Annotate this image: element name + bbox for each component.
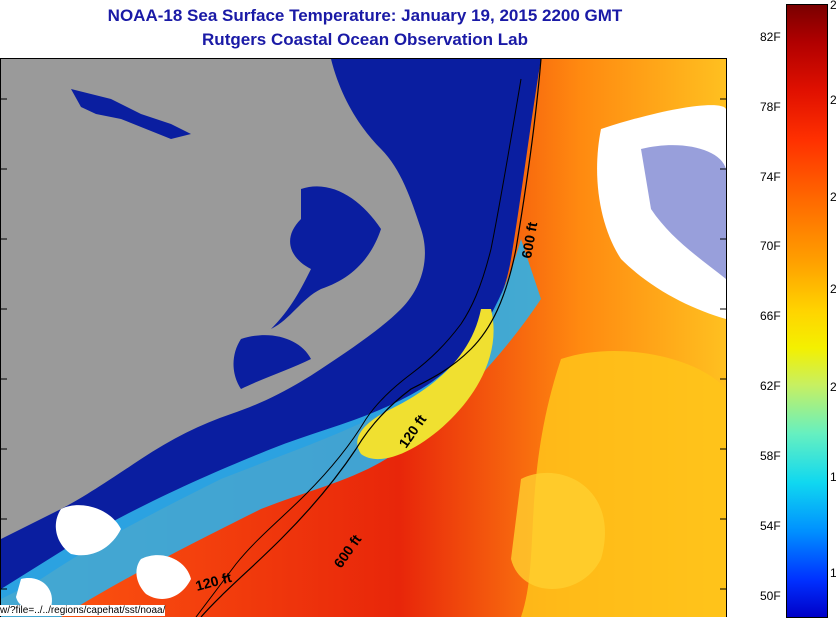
cloud-region xyxy=(16,578,52,611)
isobath-line-600ft xyxy=(200,59,542,617)
colorbar-label-82f: 82F xyxy=(760,30,781,44)
cloud-gap xyxy=(641,145,726,279)
map-subtitle: Rutgers Coastal Ocean Observation Lab xyxy=(202,30,528,49)
map-right-ticks xyxy=(720,98,726,590)
temperature-colorbar xyxy=(786,4,828,618)
sst-map: 600 ft 120 ft 600 ft 120 ft xyxy=(0,58,727,617)
isobath-line-120ft xyxy=(195,78,522,617)
yellow-coastal-patch xyxy=(357,309,494,460)
transition-water xyxy=(1,239,541,617)
colorbar-right-label: 1 xyxy=(830,566,836,580)
colorbar-right-label: 2 xyxy=(830,282,836,296)
sst-map-image: 600 ft 120 ft 600 ft 120 ft xyxy=(1,59,726,617)
colorbar-right-label: 2 xyxy=(830,0,836,12)
map-title: NOAA-18 Sea Surface Temperature: January… xyxy=(107,6,623,25)
cloud-region xyxy=(55,505,121,556)
colorbar-right-label: 1 xyxy=(830,470,836,484)
colorbar-label-78f: 78F xyxy=(760,100,781,114)
inland-lake xyxy=(71,89,191,139)
colorbar-label-66f: 66F xyxy=(760,309,781,323)
sound-water xyxy=(271,186,381,329)
yellow-water-patch xyxy=(511,472,605,589)
isobath-label-600ft-north: 600 ft xyxy=(518,220,540,259)
cloud-region xyxy=(136,555,191,599)
colorbar-label-58f: 58F xyxy=(760,449,781,463)
colorbar-label-62f: 62F xyxy=(760,379,781,393)
url-fragment-text: w/?file=../../regions/capehat/sst/noaa/ xyxy=(0,605,166,616)
colorbar-label-50f: 50F xyxy=(760,589,781,603)
colorbar-label-54f: 54F xyxy=(760,519,781,533)
sound-water xyxy=(233,335,311,389)
land-mass xyxy=(1,59,425,539)
cloud-region xyxy=(597,105,726,319)
colorbar-right-label: 2 xyxy=(830,380,836,394)
colorbar-right-label: 2 xyxy=(830,190,836,204)
colorbar-label-70f: 70F xyxy=(760,239,781,253)
colorbar-right-label: 2 xyxy=(830,93,836,107)
map-left-ticks xyxy=(1,98,7,590)
colorbar-label-74f: 74F xyxy=(760,170,781,184)
